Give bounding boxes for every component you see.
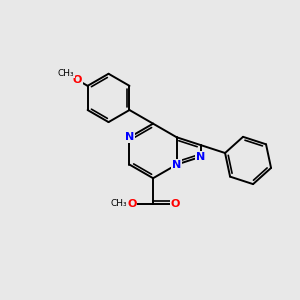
Text: N: N (125, 132, 134, 142)
Text: O: O (73, 75, 82, 85)
Text: O: O (127, 199, 137, 208)
Text: CH₃: CH₃ (58, 69, 74, 78)
Text: O: O (171, 199, 180, 208)
Text: N: N (196, 152, 206, 162)
Text: N: N (172, 160, 181, 170)
Text: CH₃: CH₃ (111, 199, 127, 208)
